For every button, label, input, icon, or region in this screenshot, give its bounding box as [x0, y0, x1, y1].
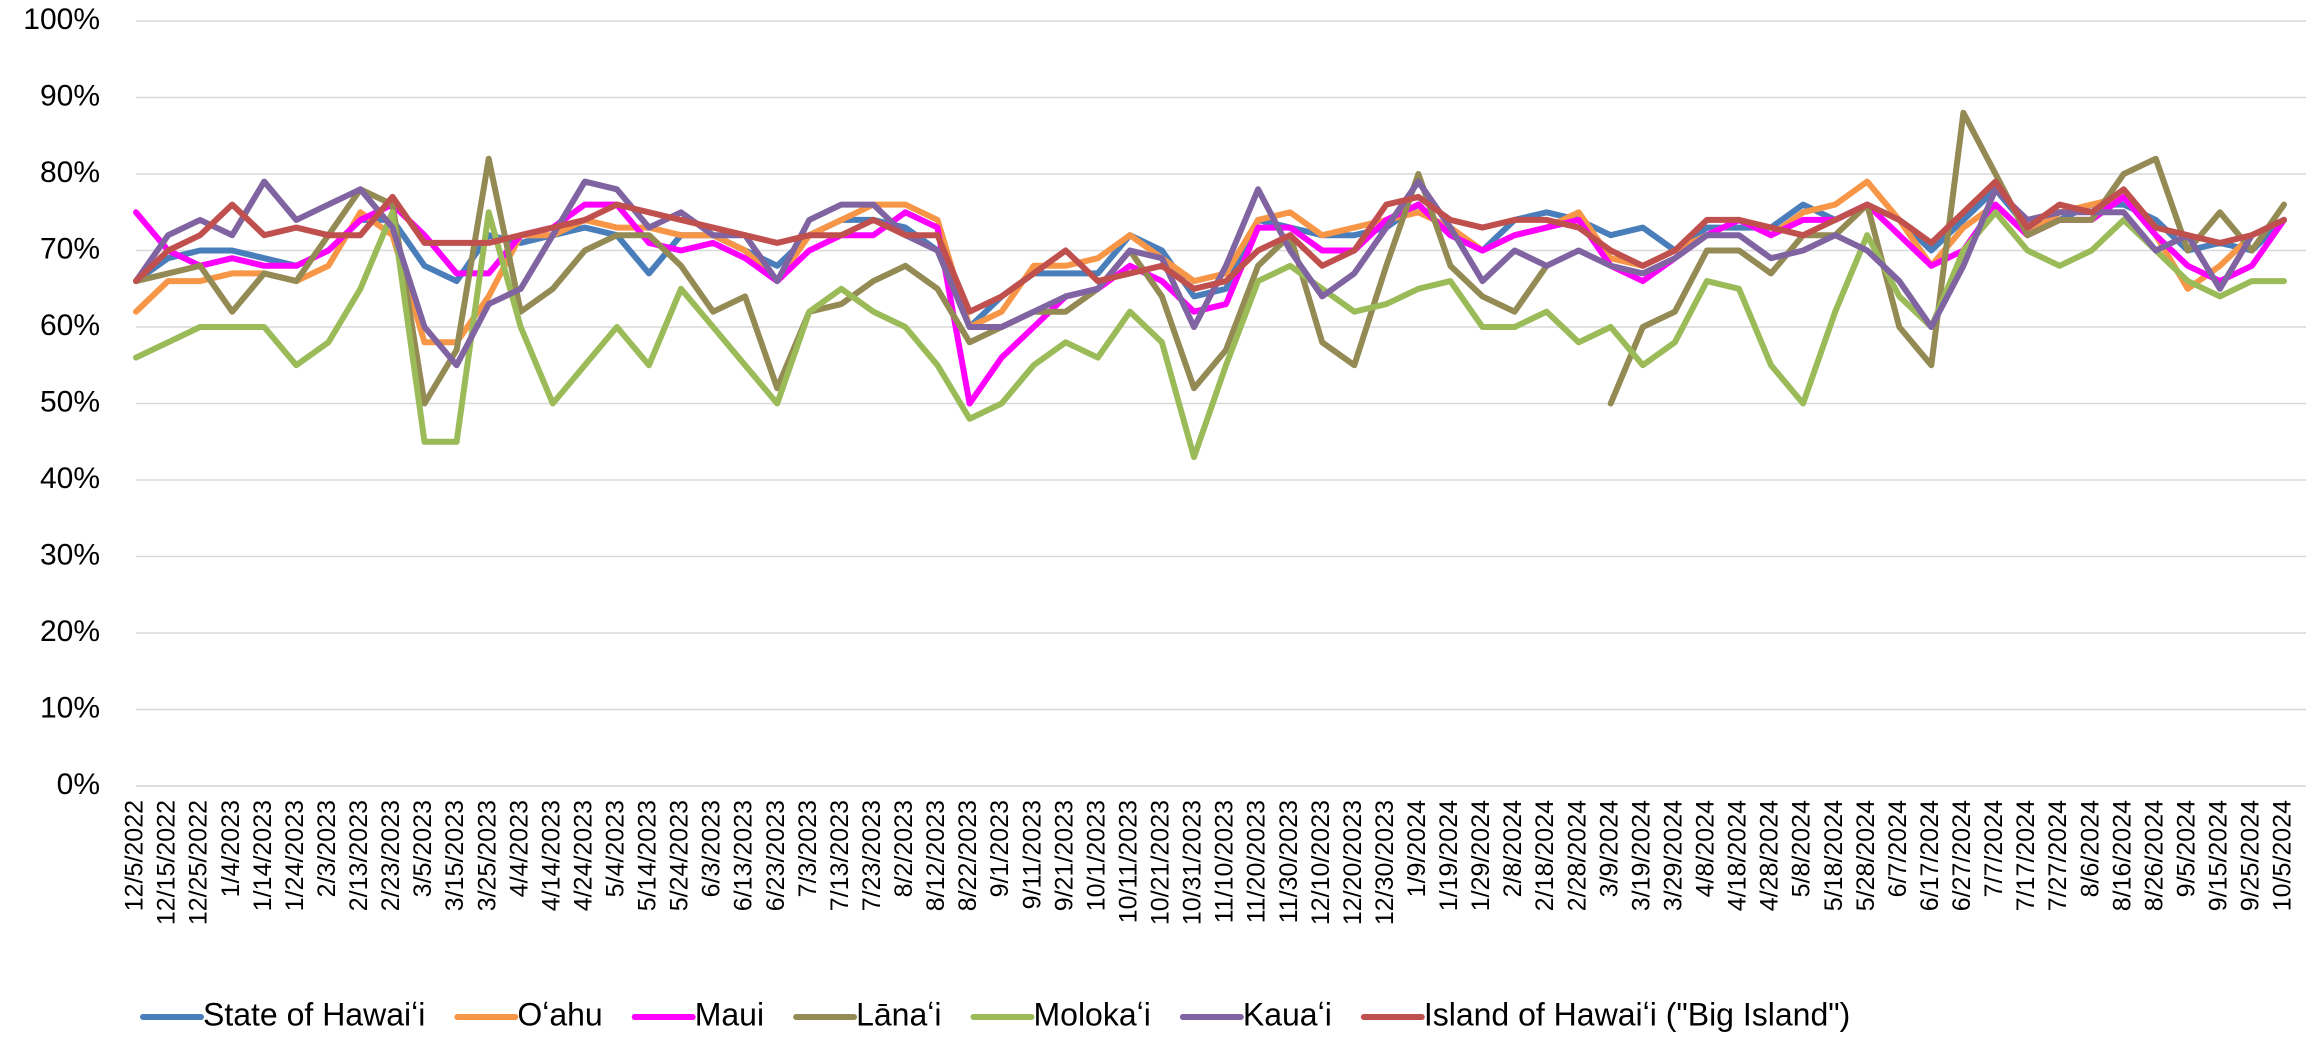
x-tick-label: 8/6/2024: [2076, 800, 2104, 897]
x-tick-label: 9/1/2023: [986, 800, 1014, 897]
y-tick-label: 100%: [23, 3, 100, 36]
x-tick-label: 9/21/2023: [1050, 800, 1078, 911]
y-tick-label: 60%: [40, 309, 100, 342]
x-tick-label: 7/13/2023: [826, 800, 854, 911]
x-tick-label: 1/14/2023: [249, 800, 277, 911]
x-tick-label: 6/13/2023: [730, 800, 758, 911]
x-tick-label: 2/28/2024: [1563, 800, 1591, 911]
x-tick-label: 3/19/2024: [1627, 800, 1655, 911]
x-tick-label: 12/5/2022: [121, 800, 149, 911]
x-tick-label: 2/3/2023: [313, 800, 341, 897]
x-tick-label: 10/5/2024: [2269, 800, 2297, 911]
x-tick-label: 6/7/2024: [1884, 800, 1912, 897]
x-tick-label: 5/18/2024: [1820, 800, 1848, 911]
x-tick-label: 4/8/2024: [1692, 800, 1720, 897]
x-tick-label: 4/14/2023: [537, 800, 565, 911]
x-tick-label: 2/13/2023: [345, 800, 373, 911]
x-tick-label: 6/23/2023: [762, 800, 790, 911]
y-tick-label: 80%: [40, 156, 100, 189]
legend-label: Kauaʻi: [1243, 996, 1332, 1032]
legend-label: Maui: [695, 996, 764, 1032]
x-tick-label: 7/3/2023: [794, 800, 822, 897]
legend-label: Island of Hawaiʻi ("Big Island"): [1424, 996, 1850, 1032]
x-tick-label: 9/11/2023: [1018, 800, 1046, 909]
x-tick-label: 5/28/2024: [1852, 800, 1880, 911]
x-tick-label: 11/10/2023: [1211, 800, 1239, 923]
x-tick-label: 7/7/2024: [1980, 800, 2008, 897]
x-tick-label: 6/27/2024: [1948, 800, 1976, 911]
legend-label: Molokaʻi: [1033, 996, 1150, 1032]
x-tick-label: 1/29/2024: [1467, 800, 1495, 911]
x-tick-label: 7/17/2024: [2012, 800, 2040, 911]
series-line: [133, 193, 2287, 407]
x-tick-label: 7/23/2023: [858, 800, 886, 911]
x-tick-label: 1/4/2023: [217, 800, 245, 897]
x-tick-label: 5/24/2023: [666, 800, 694, 911]
x-tick-label: 4/28/2024: [1756, 800, 1784, 911]
x-tick-label: 12/25/2022: [185, 800, 213, 925]
x-tick-label: 12/15/2022: [153, 800, 181, 925]
x-tick-label: 2/18/2024: [1531, 800, 1559, 911]
x-tick-label: 3/29/2024: [1659, 800, 1687, 911]
legend-label: State of Hawaiʻi: [203, 996, 425, 1032]
y-tick-label: 70%: [40, 232, 100, 265]
x-tick-label: 8/16/2024: [2108, 800, 2136, 911]
x-tick-label: 10/1/2023: [1082, 800, 1110, 911]
x-tick-label: 11/30/2023: [1275, 800, 1303, 923]
x-tick-label: 3/25/2023: [473, 800, 501, 911]
x-tick-label: 5/14/2023: [634, 800, 662, 911]
y-tick-label: 0%: [57, 768, 100, 801]
x-tick-label: 1/9/2024: [1403, 800, 1431, 897]
x-tick-label: 12/20/2023: [1339, 800, 1367, 925]
x-tick-label: 10/31/2023: [1179, 800, 1207, 925]
x-tick-label: 5/8/2024: [1788, 800, 1816, 897]
series-line: [133, 109, 2287, 407]
x-tick-label: 3/9/2024: [1595, 800, 1623, 897]
series-line: [133, 178, 2287, 315]
y-tick-label: 50%: [40, 385, 100, 418]
x-tick-label: 11/20/2023: [1243, 800, 1271, 923]
x-tick-label: 7/27/2024: [2044, 800, 2072, 911]
x-tick-label: 8/26/2024: [2140, 800, 2168, 911]
x-tick-label: 10/21/2023: [1147, 800, 1175, 925]
x-tick-label: 4/18/2024: [1724, 800, 1752, 911]
y-tick-label: 20%: [40, 615, 100, 648]
x-tick-label: 9/15/2024: [2204, 800, 2232, 911]
x-tick-label: 12/30/2023: [1371, 800, 1399, 925]
x-tick-label: 6/17/2024: [1916, 800, 1944, 911]
x-tick-label: 4/4/2023: [505, 800, 533, 897]
y-tick-label: 30%: [40, 538, 100, 571]
legend-label: Oʻahu: [517, 996, 602, 1032]
series-line: [133, 178, 2287, 369]
legend-label: Lānaʻi: [856, 996, 941, 1032]
x-tick-label: 9/25/2024: [2237, 800, 2265, 911]
x-tick-label: 1/24/2023: [281, 800, 309, 911]
x-tick-label: 12/10/2023: [1307, 800, 1335, 925]
x-tick-label: 1/19/2024: [1435, 800, 1463, 911]
x-tick-label: 2/23/2023: [377, 800, 405, 911]
x-tick-label: 8/2/2023: [890, 800, 918, 897]
x-tick-label: 5/4/2023: [602, 800, 630, 897]
x-tick-label: 9/5/2024: [2172, 800, 2200, 897]
x-tick-label: 8/12/2023: [922, 800, 950, 911]
x-tick-label: 6/3/2023: [698, 800, 726, 897]
x-tick-label: 10/11/2023: [1114, 800, 1142, 923]
x-tick-label: 2/8/2024: [1499, 800, 1527, 897]
x-tick-label: 8/22/2023: [954, 800, 982, 911]
x-tick-label: 4/24/2023: [569, 800, 597, 911]
x-tick-label: 3/15/2023: [441, 800, 469, 911]
y-tick-label: 10%: [40, 691, 100, 724]
x-tick-label: 3/5/2023: [409, 800, 437, 897]
y-tick-label: 90%: [40, 79, 100, 112]
y-tick-label: 40%: [40, 462, 100, 495]
